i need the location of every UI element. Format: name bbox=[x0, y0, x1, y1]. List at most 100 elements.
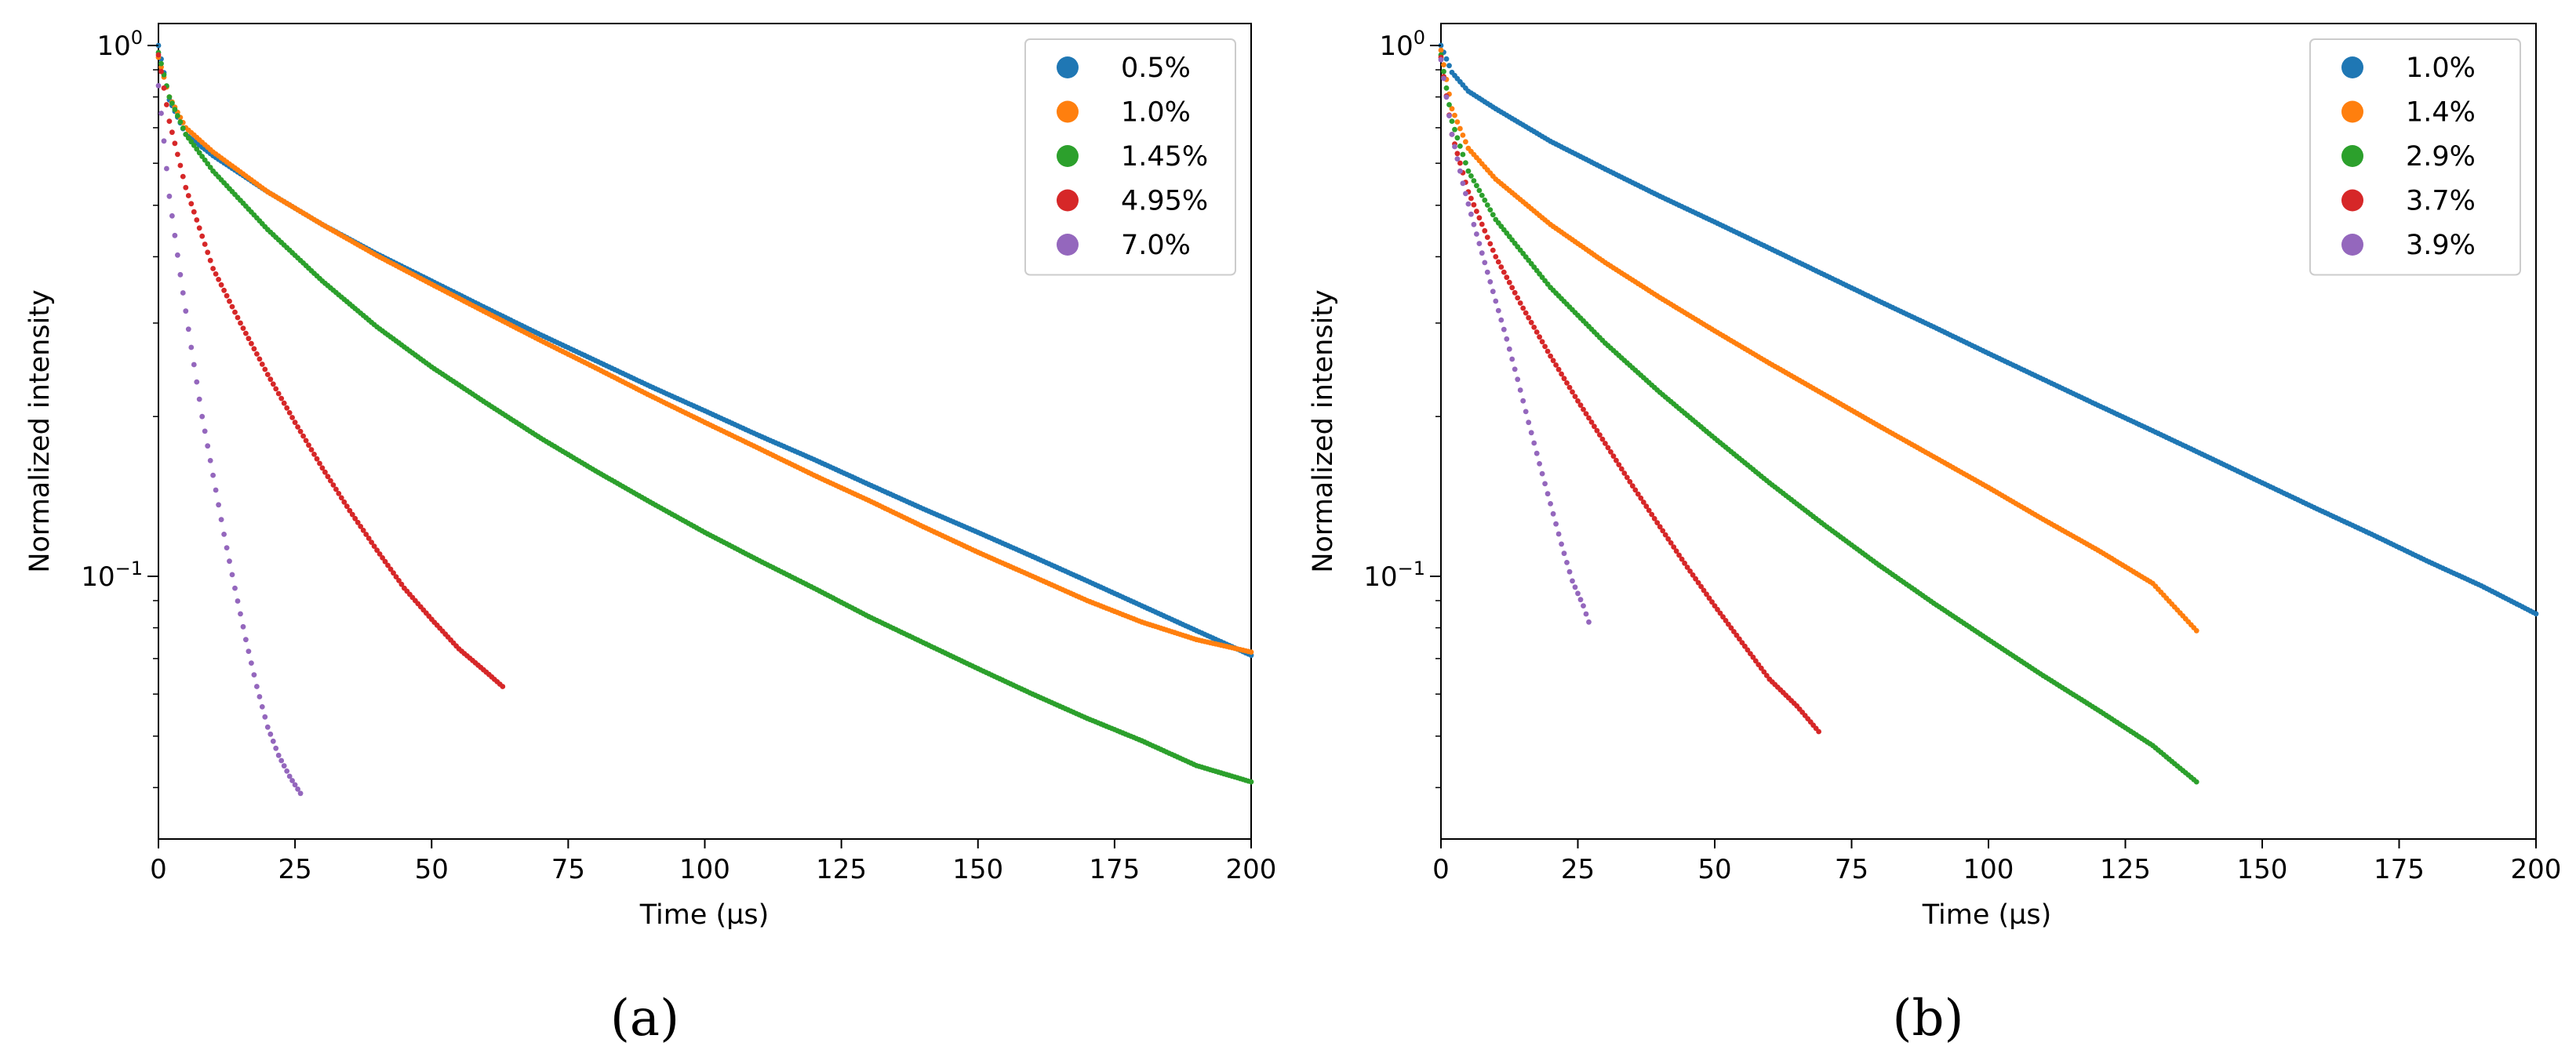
data-point bbox=[352, 515, 358, 521]
data-point bbox=[391, 570, 396, 576]
data-point bbox=[1471, 178, 1477, 183]
data-point bbox=[325, 474, 331, 480]
data-point bbox=[284, 405, 290, 411]
data-point bbox=[1449, 132, 1455, 137]
data-point bbox=[1679, 556, 1685, 562]
x-tick-label: 150 bbox=[952, 854, 1003, 885]
data-point bbox=[205, 161, 211, 167]
data-point bbox=[158, 60, 164, 67]
data-point bbox=[177, 119, 184, 125]
data-point bbox=[169, 129, 175, 136]
data-point bbox=[1603, 441, 1608, 446]
data-point bbox=[1457, 143, 1463, 149]
data-point bbox=[314, 456, 320, 462]
data-point bbox=[377, 551, 383, 557]
data-point bbox=[1441, 75, 1446, 82]
data-point bbox=[202, 428, 208, 434]
data-point bbox=[1715, 606, 1720, 612]
data-point bbox=[1479, 221, 1485, 227]
y-tick-label: 100 bbox=[1379, 27, 1425, 62]
data-point bbox=[218, 517, 224, 522]
data-point bbox=[264, 724, 271, 730]
data-point bbox=[229, 303, 235, 310]
legend-marker bbox=[2341, 189, 2363, 212]
data-point bbox=[1624, 474, 1630, 481]
data-point bbox=[1490, 289, 1496, 295]
x-tick-label: 0 bbox=[1432, 854, 1450, 885]
data-point bbox=[216, 502, 221, 508]
axis-ticks: 0 25 50 75 100 125 150 175 200 100 10−1 bbox=[81, 27, 1276, 885]
series-3.9% bbox=[1438, 56, 1592, 625]
y-tick-label: 100 bbox=[96, 27, 143, 62]
data-point bbox=[306, 442, 311, 449]
data-point bbox=[1566, 568, 1573, 575]
data-point bbox=[1487, 207, 1494, 212]
data-point bbox=[500, 684, 506, 689]
data-point bbox=[281, 763, 287, 769]
legend-marker bbox=[1057, 234, 1079, 256]
data-point bbox=[284, 768, 290, 774]
data-point bbox=[1566, 384, 1573, 390]
data-point bbox=[1463, 191, 1468, 197]
data-point bbox=[2533, 611, 2539, 617]
data-point bbox=[164, 165, 169, 172]
data-point bbox=[385, 562, 391, 568]
data-point bbox=[328, 478, 333, 484]
data-point bbox=[1506, 279, 1512, 285]
data-point bbox=[1487, 241, 1494, 247]
data-point bbox=[1526, 314, 1532, 321]
y-tick-label: 10−1 bbox=[1363, 558, 1425, 593]
data-point bbox=[369, 539, 374, 545]
data-point bbox=[1484, 234, 1490, 240]
data-point bbox=[1479, 192, 1485, 198]
data-point bbox=[1698, 583, 1705, 590]
data-point bbox=[1476, 241, 1483, 246]
data-point bbox=[1758, 665, 1764, 671]
data-point bbox=[319, 465, 326, 471]
data-point bbox=[238, 611, 243, 617]
data-point bbox=[259, 704, 265, 710]
data-point bbox=[267, 731, 274, 737]
data-point bbox=[1564, 560, 1570, 565]
legend-marker bbox=[1057, 189, 1079, 212]
data-point bbox=[1465, 201, 1472, 207]
series-3.7% bbox=[1438, 54, 1822, 735]
data-point bbox=[358, 524, 364, 529]
data-point bbox=[155, 82, 162, 89]
data-point bbox=[232, 309, 238, 315]
data-point bbox=[1608, 449, 1614, 455]
data-point bbox=[188, 139, 195, 145]
data-point bbox=[1441, 68, 1446, 74]
data-point bbox=[286, 773, 293, 779]
data-point bbox=[1561, 376, 1567, 382]
data-point bbox=[199, 154, 206, 159]
data-point bbox=[1586, 415, 1592, 421]
data-point bbox=[172, 232, 178, 238]
data-point bbox=[1627, 478, 1633, 485]
data-point bbox=[257, 356, 263, 362]
data-point bbox=[221, 287, 227, 293]
data-point bbox=[194, 146, 200, 152]
data-point bbox=[393, 574, 399, 579]
data-point bbox=[264, 372, 271, 377]
data-point bbox=[194, 217, 200, 223]
data-point bbox=[1493, 298, 1499, 304]
data-points bbox=[155, 42, 1254, 797]
data-point bbox=[1575, 590, 1581, 597]
data-point bbox=[227, 298, 232, 304]
data-point bbox=[1581, 406, 1586, 412]
data-point bbox=[240, 623, 246, 630]
legend-label: 1.4% bbox=[2406, 97, 2476, 129]
series-2.9% bbox=[1438, 52, 2199, 785]
legend-label: 1.0% bbox=[2406, 53, 2476, 84]
data-point bbox=[1761, 669, 1767, 675]
series-4.95% bbox=[155, 52, 506, 689]
data-point bbox=[1438, 47, 1444, 53]
data-point bbox=[205, 443, 211, 449]
data-point bbox=[360, 528, 366, 533]
data-point bbox=[1528, 430, 1534, 436]
data-point bbox=[1548, 501, 1553, 507]
data-point bbox=[166, 193, 173, 199]
data-point bbox=[1684, 565, 1690, 570]
